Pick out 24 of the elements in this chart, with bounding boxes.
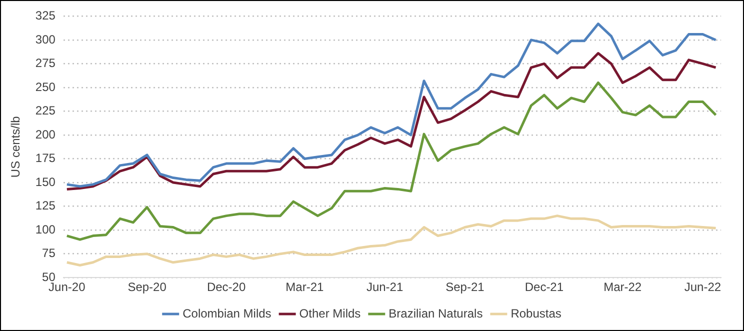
y-tick-label: 325: [35, 8, 56, 23]
x-tick-label: Mar-22: [604, 280, 642, 294]
legend-label: Colombian Milds: [182, 306, 272, 320]
legend-label: Robustas: [510, 306, 562, 320]
x-tick-label: Mar-21: [286, 280, 324, 294]
x-tick-label: Jun-22: [684, 280, 722, 294]
y-tick-label: 225: [35, 104, 56, 118]
x-tick-label: Dec-21: [524, 280, 564, 294]
y-tick-label: 200: [35, 127, 56, 142]
y-tick-label: 300: [35, 32, 56, 46]
y-tick-label: 75: [42, 246, 56, 260]
y-tick-label: 275: [35, 56, 56, 70]
x-tick-label: Jun-21: [366, 280, 404, 294]
y-tick-label: 250: [35, 80, 56, 94]
legend-label: Brazilian Naturals: [388, 306, 483, 320]
y-tick-label: 125: [35, 198, 56, 213]
y-tick-label: 100: [35, 222, 56, 236]
y-tick-label: 150: [35, 174, 56, 189]
x-tick-label: Sep-20: [128, 280, 167, 294]
x-tick-label: Dec-20: [206, 280, 246, 294]
x-tick-label: Sep-21: [446, 280, 485, 294]
legend-label: Other Milds: [299, 306, 361, 320]
y-axis-title: US cents/lb: [8, 116, 23, 178]
y-tick-label: 175: [35, 151, 56, 166]
